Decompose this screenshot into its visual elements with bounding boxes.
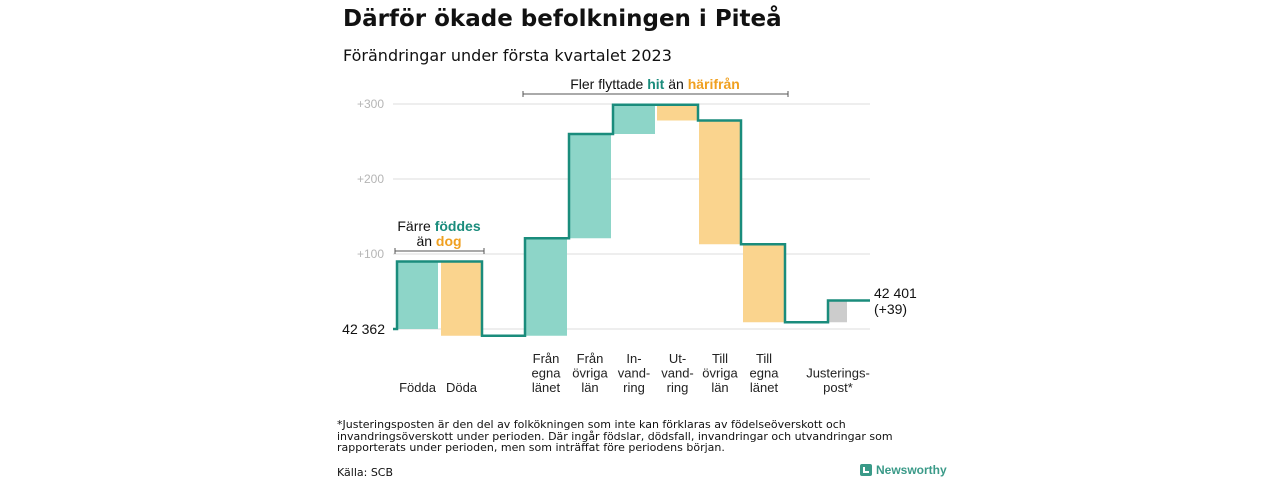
y-tick-label: +300: [357, 97, 384, 111]
bar-3: [525, 238, 567, 336]
category-label: län: [581, 380, 598, 395]
bar-chart-logo-icon: [860, 464, 872, 476]
category-label: län: [711, 380, 728, 395]
footnote: *Justeringsposten är den del av folkökni…: [337, 418, 893, 454]
category-label: Födda: [399, 380, 437, 395]
bar-1: [397, 261, 438, 329]
y-tick-label: +100: [357, 247, 384, 261]
category-label: ring: [667, 380, 689, 395]
category-label: vand-: [618, 366, 651, 381]
bar-8: [743, 244, 785, 323]
end-change-label: (+39): [874, 301, 907, 317]
category-label: Justerings-: [806, 366, 870, 381]
migration-annotation: Fler flyttade hit än härifrån: [570, 76, 740, 92]
category-label: ring: [623, 380, 645, 395]
birth-annotation-line1: Färre föddes: [397, 218, 480, 234]
category-label: post*: [823, 380, 853, 395]
category-label: Från: [533, 351, 560, 366]
category-label: Till: [756, 351, 772, 366]
category-label: Ut-: [669, 351, 686, 366]
category-label: Från: [577, 351, 604, 366]
category-label: övriga: [572, 366, 608, 381]
category-label: övriga: [702, 366, 738, 381]
y-tick-label: +200: [357, 172, 384, 186]
brand-name: Newsworthy: [876, 463, 947, 477]
category-label: Döda: [446, 380, 478, 395]
category-label: egna: [532, 366, 562, 381]
category-label: In-: [626, 351, 641, 366]
bar-4: [569, 134, 611, 239]
birth-annotation-line2: än dog: [416, 233, 461, 249]
bar-5: [613, 104, 655, 134]
cumulative-step-line: [393, 103, 870, 337]
category-label: länet: [750, 380, 779, 395]
start-value-label: 42 362: [342, 321, 385, 337]
source-note: Källa: SCB: [337, 466, 394, 479]
bar-7: [699, 120, 741, 245]
bar-9: [828, 300, 847, 323]
bar-6: [657, 104, 698, 121]
category-label: länet: [532, 380, 561, 395]
category-label: egna: [750, 366, 780, 381]
end-value-label: 42 401: [874, 285, 917, 301]
category-label: vand-: [661, 366, 694, 381]
bar-2: [441, 261, 482, 336]
chart-subtitle: Förändringar under första kvartalet 2023: [343, 46, 672, 65]
chart-title: Därför ökade befolkningen i Piteå: [343, 6, 782, 32]
newsworthy-brand: Newsworthy: [860, 463, 947, 477]
category-label: Till: [712, 351, 728, 366]
